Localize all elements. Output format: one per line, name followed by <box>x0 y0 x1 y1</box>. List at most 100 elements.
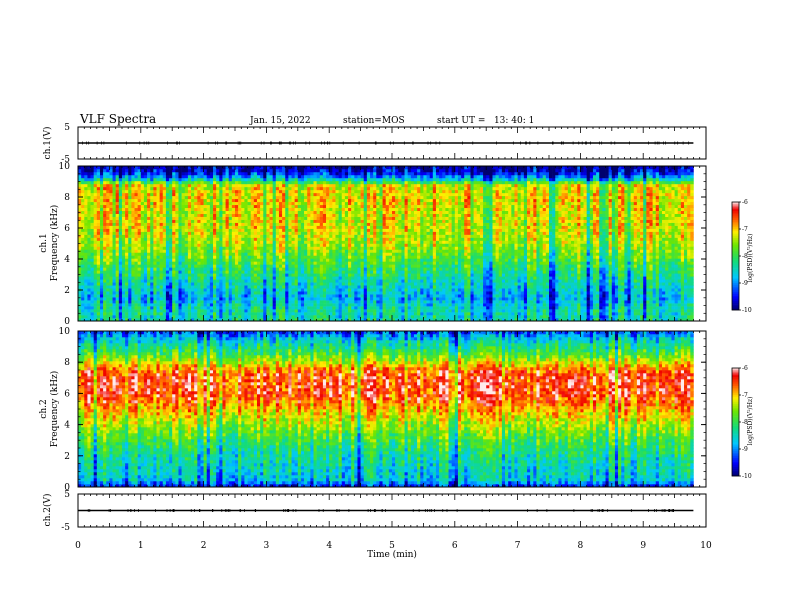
spectrogram-cell <box>310 228 314 232</box>
spectrogram-cell <box>90 273 94 277</box>
spectrogram-cell <box>187 168 192 173</box>
spectrogram-cell <box>181 189 186 194</box>
spectrogram-cell <box>338 189 343 194</box>
spectrogram-cell <box>153 210 157 214</box>
spectrogram-cell <box>291 258 295 262</box>
spectrogram-cell <box>332 240 336 244</box>
spectrogram-cell <box>131 297 135 301</box>
spectrogram-cell <box>175 291 179 295</box>
spectrogram-cell <box>357 231 361 235</box>
spectrogram-cell <box>263 243 267 247</box>
spectrogram-cell <box>87 258 91 262</box>
spectrogram-cell <box>247 285 251 289</box>
spectrogram-cell <box>247 312 251 316</box>
spectrogram-cell <box>140 258 145 262</box>
spectrogram-cell <box>294 171 299 176</box>
spectrogram-cell <box>291 166 295 170</box>
spectrogram-cell <box>253 306 258 310</box>
spectrogram-cell <box>153 189 157 194</box>
spectrogram-cell <box>297 174 302 179</box>
spectrogram-cell <box>162 243 167 247</box>
spectrogram-cell <box>175 243 179 247</box>
spectrogram-cell <box>322 276 327 280</box>
spectrogram-cell <box>225 249 230 253</box>
spectrogram-cell <box>197 300 201 304</box>
spectrogram-cell <box>357 207 361 212</box>
spectrogram-cell <box>178 258 182 262</box>
spectrogram-cell <box>357 174 361 179</box>
spectrogram-cell <box>109 177 113 182</box>
spectrogram-cell <box>329 273 333 277</box>
spectrogram-cell <box>326 204 330 209</box>
spectrogram-cell <box>310 255 314 259</box>
spectrogram-cell <box>78 315 82 319</box>
spectrogram-cell <box>162 174 167 179</box>
spectrogram-cell <box>200 255 204 259</box>
spectrogram-cell <box>300 273 305 277</box>
spectrogram-cell <box>197 171 201 176</box>
spectrogram-cell <box>125 192 129 197</box>
spectrogram-cell <box>354 282 358 286</box>
spectrogram-cell <box>294 315 299 319</box>
spectrogram-cell <box>278 166 283 170</box>
spectrogram-cell <box>313 276 317 280</box>
spectrogram-cell <box>238 303 242 307</box>
spectrogram-cell <box>348 204 352 209</box>
spectrogram-cell <box>294 237 299 241</box>
spectrogram-cell <box>165 279 170 283</box>
spectrogram-cell <box>109 282 113 286</box>
spectrogram-cell <box>178 282 182 286</box>
spectrogram-cell <box>370 166 374 170</box>
spectrogram-cell <box>84 315 88 319</box>
spectrogram-cell <box>78 207 82 212</box>
spectrogram-cell <box>209 207 214 212</box>
spectrogram-cell <box>118 318 123 322</box>
spectrogram-cell <box>191 252 195 256</box>
spectrogram-cell <box>99 228 104 232</box>
spectrogram-cell <box>106 216 110 220</box>
spectrogram-cell <box>93 243 98 247</box>
spectrogram-cell <box>106 300 110 304</box>
spectrogram-cell <box>288 183 292 188</box>
spectrogram-cell <box>222 207 226 212</box>
spectrogram-cell <box>357 309 361 313</box>
spectrogram-cell <box>360 204 365 209</box>
spectrogram-cell <box>297 285 302 289</box>
spectrogram-cell <box>162 198 167 203</box>
spectrogram-cell <box>256 267 261 271</box>
spectrogram-cell <box>134 297 138 301</box>
spectrogram-cell <box>147 294 151 298</box>
spectrogram-cell <box>121 240 126 244</box>
spectrogram-cell <box>285 201 289 206</box>
spectrogram-cell <box>184 252 189 256</box>
spectrogram-cell <box>118 186 123 191</box>
spectrogram-cell <box>112 276 116 280</box>
spectrogram-cell <box>370 252 374 256</box>
spectrogram-cell <box>213 294 217 298</box>
spectrogram-cell <box>326 207 330 212</box>
spectrogram-cell <box>225 234 230 238</box>
spectrogram-cell <box>137 279 142 283</box>
spectrogram-cell <box>147 270 151 274</box>
spectrogram-cell <box>275 300 280 304</box>
spectrogram-cell <box>244 186 248 191</box>
spectrogram-cell <box>278 246 283 250</box>
spectrogram-cell <box>131 267 135 271</box>
spectrogram-cell <box>348 282 352 286</box>
spectrogram-cell <box>219 312 223 316</box>
spectrogram-cell <box>191 204 195 209</box>
spectrogram-cell <box>307 264 311 268</box>
spectrogram-cell <box>348 246 352 250</box>
spectrogram-cell <box>307 168 311 173</box>
spectrogram-cell <box>231 270 236 274</box>
spectrogram-cell <box>341 246 346 250</box>
spectrogram-cell <box>269 318 273 322</box>
spectrogram-cell <box>162 246 167 250</box>
spectrogram-cell <box>90 267 94 271</box>
spectrogram-cell <box>329 231 333 235</box>
spectrogram-cell <box>260 174 264 179</box>
spectrogram-cell <box>112 180 116 185</box>
spectrogram-cell <box>319 303 324 307</box>
spectrogram-cell <box>291 288 295 292</box>
spectrogram-cell <box>90 171 94 176</box>
